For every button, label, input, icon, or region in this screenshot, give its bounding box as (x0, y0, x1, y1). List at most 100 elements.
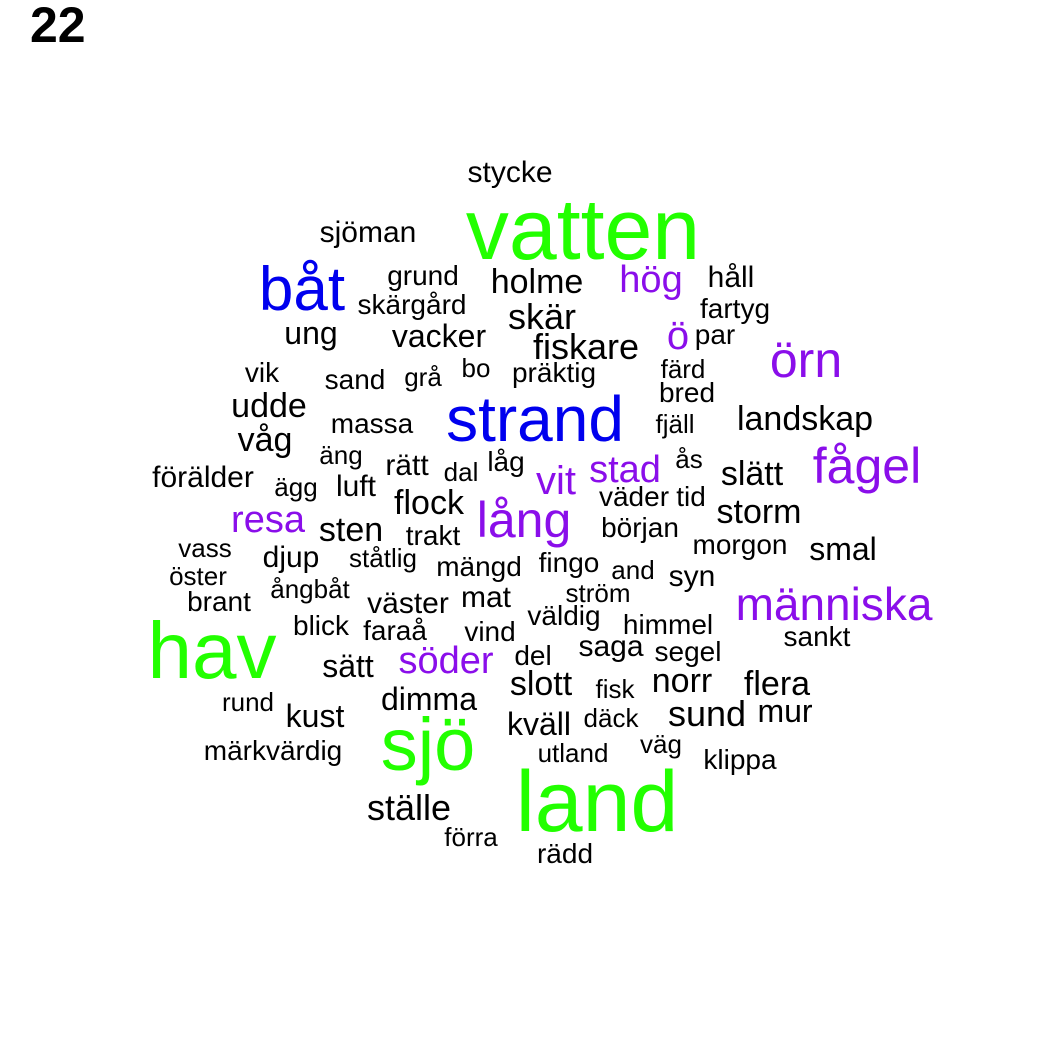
word-fjäll: fjäll (655, 409, 695, 439)
word-par: par (694, 319, 736, 350)
word-smal: smal (809, 531, 877, 567)
word-skär: skär (507, 296, 577, 337)
word-söder: söder (398, 640, 494, 682)
word-grå: grå (404, 362, 442, 392)
word-dimma: dimma (380, 681, 478, 717)
word-sjöman: sjöman (319, 216, 417, 249)
word-vatten: vatten (465, 182, 701, 278)
word-människa: människa (735, 578, 933, 630)
word-morgon: morgon (692, 529, 788, 560)
word-märkvärdig: märkvärdig (203, 735, 343, 766)
word-bo: bo (461, 353, 491, 383)
word-sätt: sätt (322, 648, 374, 684)
word-bred: bred (658, 377, 716, 408)
figure-number: 22 (30, 0, 86, 53)
word-massa: massa (330, 408, 414, 439)
word-blick: blick (292, 610, 350, 641)
word-sand: sand (324, 364, 386, 395)
word-hög: hög (619, 259, 683, 301)
word-rund: rund (221, 687, 275, 717)
word-djup: djup (262, 541, 320, 574)
word-lång: lång (476, 492, 572, 548)
word-land: land (515, 754, 679, 850)
word-början: början (601, 512, 679, 543)
word-faraå: faraå (363, 615, 427, 646)
word-segel: segel (654, 636, 722, 667)
word-himmel: himmel (622, 609, 714, 640)
word-strand: strand (446, 383, 624, 455)
word-storm: storm (716, 493, 802, 531)
word-örn: örn (769, 332, 843, 388)
word-fågel: fågel (812, 438, 922, 494)
word-färd: färd (660, 354, 706, 384)
word-mängd: mängd (436, 551, 522, 582)
word-mat: mat (460, 581, 512, 614)
word-tid: tid (676, 481, 706, 512)
word-kväll: kväll (506, 706, 572, 742)
word-öster: öster (169, 561, 227, 591)
word-förälder: förälder (152, 461, 254, 494)
word-håll: håll (707, 261, 755, 294)
word-hav: hav (147, 606, 277, 695)
word-väster: väster (367, 587, 449, 620)
word-stycke: stycke (467, 156, 553, 189)
word-förra: förra (444, 822, 498, 852)
word-ståtlig: ståtlig (349, 543, 417, 573)
word-fingo: fingo (538, 547, 600, 578)
word-dal: dal (443, 457, 479, 487)
word-väg: väg (640, 729, 682, 759)
word-saga: saga (578, 630, 644, 663)
word-vass: vass (178, 533, 232, 563)
word-syn: syn (668, 560, 716, 593)
word-sjö: sjö (380, 703, 476, 786)
word-slott: slott (509, 665, 573, 703)
word-äng: äng (319, 440, 363, 470)
word-vind: vind (464, 616, 516, 647)
word-holme: holme (490, 263, 584, 301)
word-and: and (611, 555, 655, 585)
word-väldig: väldig (527, 600, 601, 631)
word-sund: sund (667, 693, 747, 734)
word-ström: ström (565, 578, 631, 608)
word-ångbåt: ångbåt (270, 574, 350, 604)
word-luft: luft (335, 470, 377, 503)
word-fiskare: fiskare (532, 326, 640, 367)
word-utland: utland (537, 738, 609, 768)
word-brant: brant (187, 586, 251, 617)
word-udde: udde (231, 387, 307, 425)
word-låg: låg (487, 446, 525, 477)
word-trakt: trakt (405, 520, 461, 551)
word-präktig: präktig (511, 357, 597, 388)
word-våg: våg (237, 421, 293, 459)
word-kust: kust (285, 698, 345, 734)
word-flera: flera (743, 665, 811, 703)
word-rädd: rädd (536, 838, 594, 869)
word-ägg: ägg (274, 472, 318, 502)
word-landskap: landskap (736, 400, 874, 438)
word-mur: mur (757, 693, 813, 729)
word-vit: vit (536, 459, 576, 503)
word-klippa: klippa (703, 744, 777, 775)
word-ung: ung (284, 315, 338, 351)
word-däck: däck (583, 703, 639, 733)
word-resa: resa (231, 499, 305, 541)
word-skärgård: skärgård (357, 289, 467, 320)
word-båt: båt (258, 255, 346, 324)
word-rätt: rätt (385, 449, 429, 482)
word-ås: ås (675, 444, 703, 474)
word-vacker: vacker (391, 318, 487, 354)
word-slätt: slätt (720, 455, 784, 493)
word-flock: flock (394, 484, 464, 522)
word-stad: stad (589, 449, 661, 491)
word-grund: grund (387, 260, 459, 291)
word-ö: ö (666, 314, 690, 358)
word-ställe: ställe (366, 787, 452, 828)
word-fartyg: fartyg (699, 293, 771, 324)
word-sankt: sankt (783, 621, 851, 652)
word-norr: norr (651, 662, 713, 700)
word-del: del (514, 640, 552, 671)
word-väder: väder (598, 481, 670, 512)
word-vik: vik (244, 357, 280, 388)
word-fisk: fisk (595, 674, 635, 704)
word-sten: sten (318, 511, 384, 549)
